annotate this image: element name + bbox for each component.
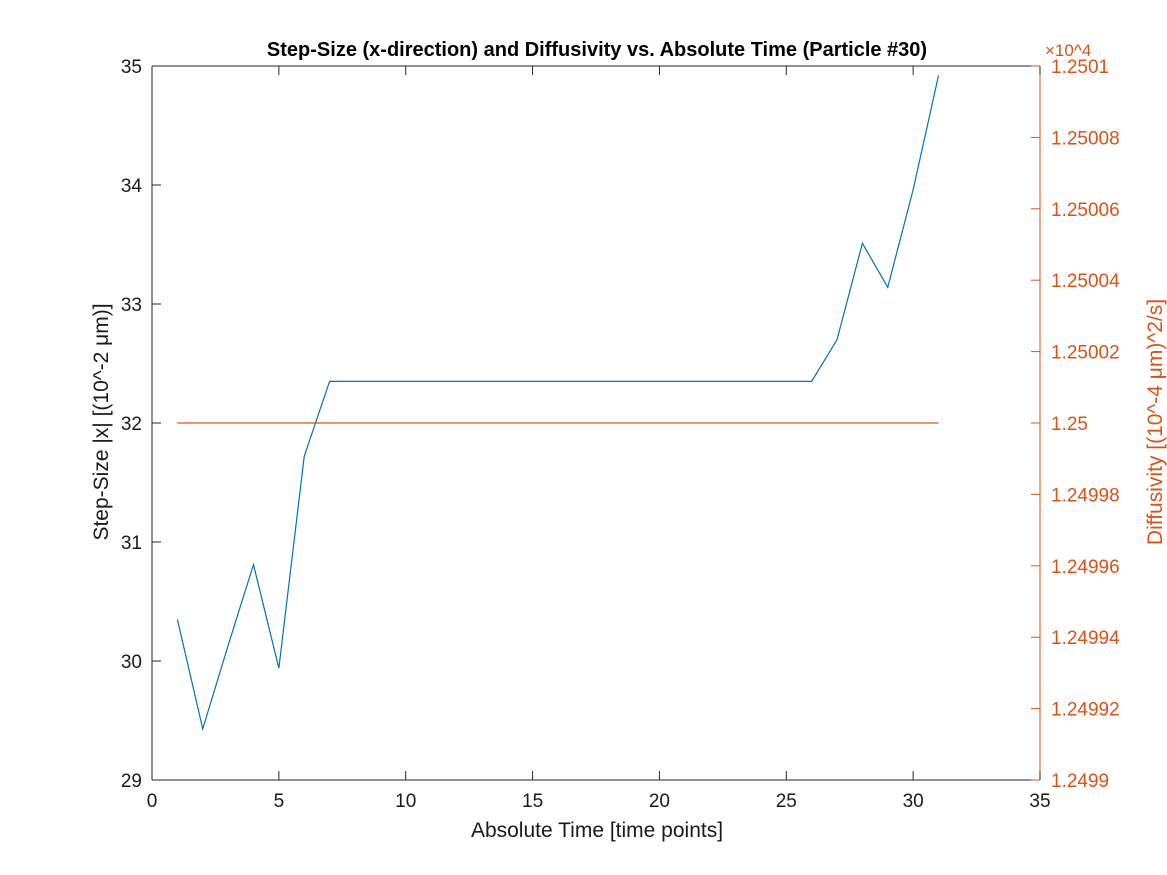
chart-title: Step-Size (x-direction) and Diffusivity … (267, 39, 927, 61)
y-left-tick-label: 31 (121, 533, 142, 554)
y-right-tick-label: 1.25 (1051, 414, 1088, 435)
y-left-tick-label: 29 (121, 771, 142, 792)
x-axis-label: Absolute Time [time points] (471, 819, 723, 842)
y-left-axis-label: Step-Size |x| [(10^-2 μm)] (90, 303, 113, 540)
y-right-tick-label: 1.24998 (1051, 485, 1120, 506)
y-right-tick-label: 1.2499 (1051, 771, 1109, 792)
x-tick-label: 15 (522, 791, 543, 812)
y-right-tick-label: 1.25008 (1051, 128, 1120, 149)
series-left-line-group (176, 75, 940, 732)
x-tick-label: 20 (649, 791, 670, 812)
series-line-step-size (176, 75, 940, 732)
y-right-tick-label: 1.24996 (1051, 557, 1120, 578)
y-right-tick-label: 1.25004 (1051, 271, 1120, 292)
x-axis-ticks: 0 5 10 15 20 25 30 35 (147, 66, 1051, 812)
x-tick-label: 0 (147, 791, 158, 812)
y-right-tick-label: 1.24992 (1051, 700, 1120, 721)
right-axis-multiplier: ×10^4 (1045, 41, 1091, 60)
y-right-tick-label: 1.25006 (1051, 200, 1120, 221)
y-right-tick-label: 1.2501 (1051, 57, 1109, 78)
y-left-tick-label: 32 (121, 414, 142, 435)
x-tick-label: 35 (1029, 791, 1050, 812)
y-right-tick-label: 1.24994 (1051, 628, 1120, 649)
y-right-axis-label: Diffusivity [(10^-4 μm)^2/s] (1144, 299, 1167, 545)
y-left-tick-label: 35 (121, 57, 142, 78)
x-tick-label: 25 (776, 791, 797, 812)
x-tick-label: 10 (395, 791, 416, 812)
y-left-tick-label: 33 (121, 295, 142, 316)
y-right-tick-label: 1.25002 (1051, 343, 1120, 364)
y-left-tick-label: 30 (121, 652, 142, 673)
y-left-axis-ticks: 29 30 31 32 33 34 35 (121, 57, 161, 792)
y-left-tick-label: 34 (121, 176, 143, 197)
y-right-axis-ticks: 1.2499 1.24992 1.24994 1.24996 1.24998 1.25 1.… (1031, 57, 1120, 792)
x-tick-label: 30 (903, 791, 924, 812)
x-tick-label: 5 (274, 791, 285, 812)
